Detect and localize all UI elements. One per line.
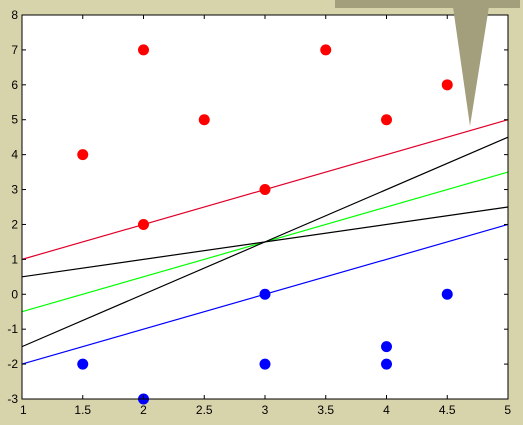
data-point [381,341,392,353]
y-tick-label: 8 [11,8,18,22]
x-tick-label: 5 [504,403,511,417]
pointer-annotation [335,0,520,126]
x-tick-label: 2.5 [196,403,213,417]
pointer-triangle [452,0,490,126]
y-tick-label: 5 [11,113,18,127]
data-point [441,79,453,91]
x-tick-label: 3 [262,403,269,417]
x-tick-label: 2 [140,403,147,417]
y-tick-label: -3 [7,392,18,406]
series-points [77,44,453,405]
pointer-bar [335,0,520,8]
data-point [77,149,89,161]
y-tick-label: 6 [11,78,18,92]
y-tick-labels: -3 -2 -1 0 1 2 3 4 5 6 7 8 [7,8,18,406]
axis-ticks [21,14,509,400]
x-tick-label: 4 [383,403,390,417]
data-point [259,288,271,300]
plot-area [22,15,508,399]
data-point [381,358,392,370]
series-lines [21,119,509,365]
y-tick-label: 1 [11,252,18,266]
data-point [138,218,149,230]
data-point [259,184,271,196]
data-point [77,358,89,370]
y-tick-label: 3 [11,183,18,197]
x-tick-label: 3.5 [317,403,334,417]
y-tick-label: 4 [11,148,18,162]
y-tick-label: -1 [7,322,18,336]
data-point [138,44,149,56]
data-point [381,114,392,126]
y-tick-label: 2 [11,217,18,231]
series-line-6 [21,206,509,278]
x-tick-label: 1.5 [74,403,91,417]
y-tick-label: 7 [11,43,18,57]
data-point [441,288,453,300]
y-tick-label: -2 [7,357,18,371]
x-tick-label: 4.5 [439,403,456,417]
data-point [320,44,332,56]
x-tick-labels: 1 1.5 2 2.5 3 3.5 4 4.5 5 [20,403,511,417]
data-point [259,358,271,370]
data-point [198,114,210,126]
x-tick-label: 1 [20,403,27,417]
y-tick-label: 0 [11,287,18,301]
